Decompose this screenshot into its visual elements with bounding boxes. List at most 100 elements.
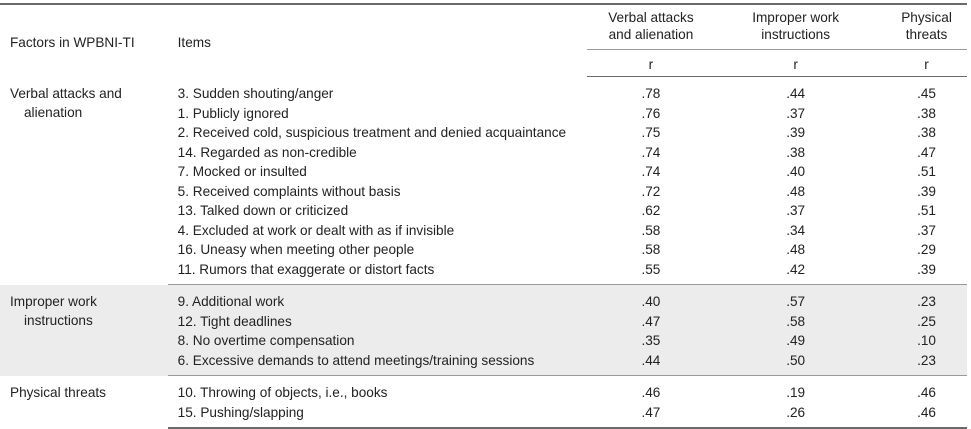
value-improper-work: .58 [786, 313, 806, 329]
factor-name-line1: Physical threats [10, 384, 106, 400]
value-physical-threats: .39 [854, 259, 967, 285]
item-text: 6. Excessive demands to attend meetings/… [167, 350, 587, 376]
value-improper-work: .39 [786, 125, 806, 140]
table-row: 6. Excessive demands to attend meetings/… [0, 350, 967, 376]
value-physical-threats: .51 [917, 164, 936, 179]
value-physical-threats: .51 [917, 203, 936, 218]
value-physical-threats: .47 [917, 144, 936, 160]
value-verbal-attacks: .75 [641, 125, 661, 140]
item-text: 5. Received complaints without basis [177, 183, 401, 199]
header-factors: Factors in WPBNI-TI [0, 3, 168, 77]
value-improper-work: .37 [786, 203, 806, 218]
item-text: 13. Talked down or criticized [177, 203, 349, 218]
item-text: 14. Regarded as non-credible [177, 144, 357, 160]
header-row: Factors in WPBNI-TI Items Verbal attacks… [0, 3, 967, 77]
item-text: 16. Uneasy when meeting other people [177, 242, 415, 257]
table-row: 12. Tight deadlines .47 .58 .25 [0, 311, 967, 331]
value-physical-threats: .25 [917, 313, 936, 329]
value-verbal-attacks: .46 [641, 385, 661, 400]
header-verbal-attacks-line1: Verbal attacks [608, 10, 694, 25]
table-row: 16. Uneasy when meeting other people .58.… [0, 240, 967, 260]
value-improper-work: .38 [786, 144, 806, 160]
header-r-verbal: r [586, 49, 710, 77]
value-verbal-attacks: .55 [586, 259, 710, 285]
value-physical-threats: .10 [917, 333, 936, 348]
value-physical-threats: .46 [917, 385, 936, 400]
value-verbal-attacks: .58 [641, 242, 661, 257]
table-row: 8. No overtime compensation .35 .49 .10 [0, 331, 967, 351]
table-row: 11. Rumors that exaggerate or distort fa… [0, 259, 967, 285]
header-improper-work: Improper work instructions [709, 3, 855, 50]
factor-name-line2: alienation [24, 105, 83, 120]
item-text: 1. Publicly ignored [177, 105, 289, 121]
table-row: 4. Excluded at work or dealt with as if … [0, 221, 967, 241]
value-verbal-attacks: .74 [641, 164, 661, 179]
value-improper-work: .26 [709, 402, 855, 429]
table-row: Physical threats 10. Throwing of objects,… [0, 376, 967, 403]
item-text: 9. Additional work [177, 294, 285, 309]
header-physical-threats-line2: threats [905, 27, 948, 42]
factor-name-line1: Improper work [10, 293, 97, 309]
header-verbal-attacks: Verbal attacks and alienation [586, 3, 710, 50]
value-verbal-attacks: .72 [641, 183, 661, 199]
item-text: 12. Tight deadlines [177, 313, 292, 329]
value-physical-threats: .46 [854, 402, 967, 429]
value-physical-threats: .23 [854, 350, 967, 376]
header-r-physical: r [854, 49, 967, 77]
table-row: 1. Publicly ignored .76 .37 .38 [0, 104, 967, 124]
factor-loading-table: Factors in WPBNI-TI Items Verbal attacks… [0, 3, 967, 429]
value-verbal-attacks: .44 [586, 350, 710, 376]
value-improper-work: .42 [709, 259, 855, 285]
factor-name: Physical threats [0, 376, 168, 429]
item-text: 10. Throwing of objects, i.e., books [177, 385, 388, 400]
value-verbal-attacks: .40 [641, 294, 661, 309]
value-verbal-attacks: .47 [586, 402, 710, 429]
table-row: Verbal attacks and alienation 3. Sudden sh… [0, 77, 967, 121]
item-text: 3. Sudden shouting/anger [177, 85, 334, 101]
table-header: Factors in WPBNI-TI Items Verbal attacks… [0, 3, 967, 77]
table-row: 13. Talked down or criticized .62 .37 .51 [0, 201, 967, 221]
header-verbal-attacks-line2: and alienation [608, 27, 694, 42]
item-text: 15. Pushing/slapping [167, 402, 587, 429]
item-text: 2. Received cold, suspicious treatment a… [177, 125, 567, 140]
value-verbal-attacks: .47 [641, 313, 661, 329]
value-verbal-attacks: .35 [641, 333, 661, 348]
header-improper-work-line2: instructions [761, 27, 831, 42]
value-improper-work: .48 [786, 183, 806, 199]
item-text: 11. Rumors that exaggerate or distort fa… [167, 259, 587, 285]
table-row: 2. Received cold, suspicious treatment a… [0, 123, 967, 143]
factor-group: Improper work instructions 9. Additional w… [0, 284, 967, 376]
item-text: 8. No overtime compensation [177, 333, 355, 348]
factor-name: Improper work instructions [0, 285, 168, 376]
item-text: 4. Excluded at work or dealt with as if … [177, 222, 455, 238]
value-physical-threats: .38 [917, 125, 936, 140]
header-improper-work-line1: Improper work [752, 10, 840, 25]
table-row: 5. Received complaints without basis .72.… [0, 182, 967, 202]
value-physical-threats: .39 [917, 183, 936, 199]
value-verbal-attacks: .62 [641, 203, 661, 218]
value-improper-work: .50 [709, 350, 855, 376]
value-improper-work: .57 [786, 294, 806, 309]
value-improper-work: .44 [786, 86, 806, 101]
value-physical-threats: .37 [917, 222, 936, 238]
value-verbal-attacks: .76 [641, 105, 661, 121]
value-verbal-attacks: .74 [641, 144, 661, 160]
factor-name-line2: instructions [24, 313, 93, 328]
factor-name-line1: Verbal attacks and [10, 85, 122, 101]
header-subrow: r r r [0, 49, 967, 77]
value-physical-threats: .38 [917, 105, 936, 121]
value-physical-threats: .29 [917, 242, 936, 257]
header-r-improper: r [709, 49, 855, 77]
value-physical-threats: .45 [917, 86, 936, 101]
table-row: 14. Regarded as non-credible .74 .38 .47 [0, 143, 967, 163]
header-physical-threats: Physical threats [854, 3, 967, 50]
value-verbal-attacks: .78 [641, 86, 661, 101]
header-physical-threats-line1: Physical [901, 10, 952, 25]
header-items: Items [167, 3, 587, 77]
table-row: 7. Mocked or insulted .74 .40 .51 [0, 162, 967, 182]
factor-group: Verbal attacks and alienation 3. Sudden sh… [0, 77, 967, 285]
value-improper-work: .40 [786, 164, 806, 179]
factor-group: Physical threats 10. Throwing of objects,… [0, 376, 967, 429]
value-physical-threats: .23 [917, 294, 936, 309]
factor-name: Verbal attacks and alienation [0, 77, 168, 285]
